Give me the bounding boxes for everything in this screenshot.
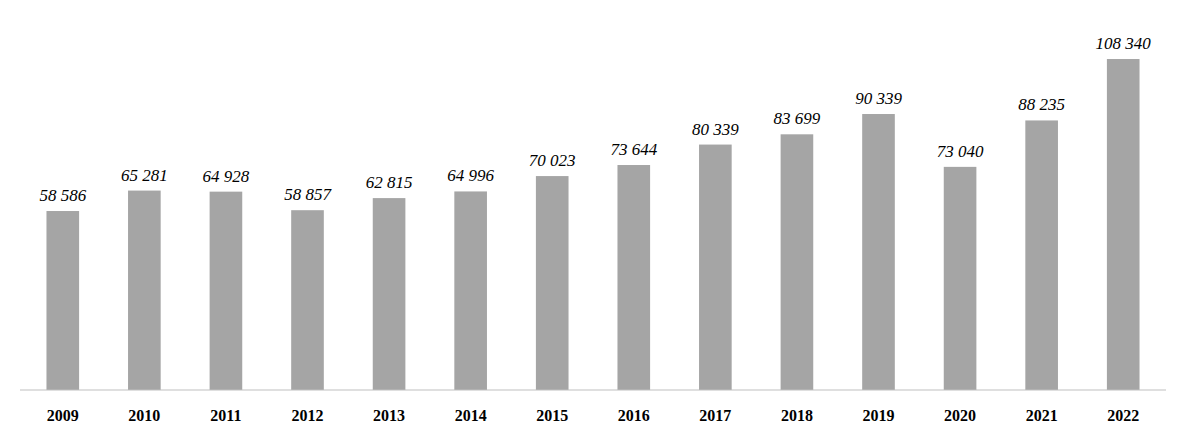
x-tick-label: 2020	[944, 407, 976, 424]
x-tick-label: 2015	[536, 407, 568, 424]
x-tick-label: 2018	[781, 407, 813, 424]
bar	[454, 191, 487, 390]
bar	[617, 165, 650, 390]
bar	[1025, 120, 1058, 390]
bar	[291, 210, 324, 390]
data-label: 58 857	[284, 185, 332, 204]
x-tick-label: 2012	[292, 407, 324, 424]
bar	[46, 211, 79, 390]
data-label: 108 340	[1096, 34, 1152, 53]
bars	[46, 59, 1139, 390]
data-label: 65 281	[121, 166, 168, 185]
data-label: 88 235	[1018, 95, 1065, 114]
bar	[210, 192, 243, 390]
x-tick-label: 2010	[128, 407, 160, 424]
data-label: 80 339	[692, 120, 739, 139]
bar	[373, 198, 406, 390]
data-label: 83 699	[774, 109, 821, 128]
chart-svg: 58 586 2009 65 281 2010 64 928 2011 58 857 2012…	[0, 0, 1188, 443]
x-tick-label: 2019	[863, 407, 895, 424]
bar	[862, 114, 895, 390]
bar	[536, 176, 569, 390]
bar	[128, 191, 161, 390]
x-tick-label: 2011	[210, 407, 241, 424]
x-tick-label: 2022	[1107, 407, 1139, 424]
data-label: 64 996	[447, 166, 494, 185]
bar	[1107, 59, 1140, 390]
data-label: 58 586	[39, 186, 86, 205]
bar	[944, 167, 977, 390]
data-label: 90 339	[855, 89, 902, 108]
data-label: 73 644	[610, 140, 657, 159]
x-tick-label: 2013	[373, 407, 405, 424]
x-tick-label: 2009	[47, 407, 79, 424]
data-label: 64 928	[203, 167, 250, 186]
data-label: 70 023	[529, 151, 576, 170]
chart-container: 58 586 2009 65 281 2010 64 928 2011 58 857 2012…	[0, 0, 1188, 443]
data-label: 62 815	[366, 173, 413, 192]
x-tick-label: 2014	[455, 407, 487, 424]
x-tick-label: 2016	[618, 407, 650, 424]
data-label: 73 040	[937, 142, 984, 161]
x-tick-label: 2017	[699, 407, 731, 424]
bar	[699, 145, 732, 390]
x-axis-line	[20, 390, 1166, 391]
x-tick-label: 2021	[1026, 407, 1058, 424]
bar	[781, 134, 814, 390]
